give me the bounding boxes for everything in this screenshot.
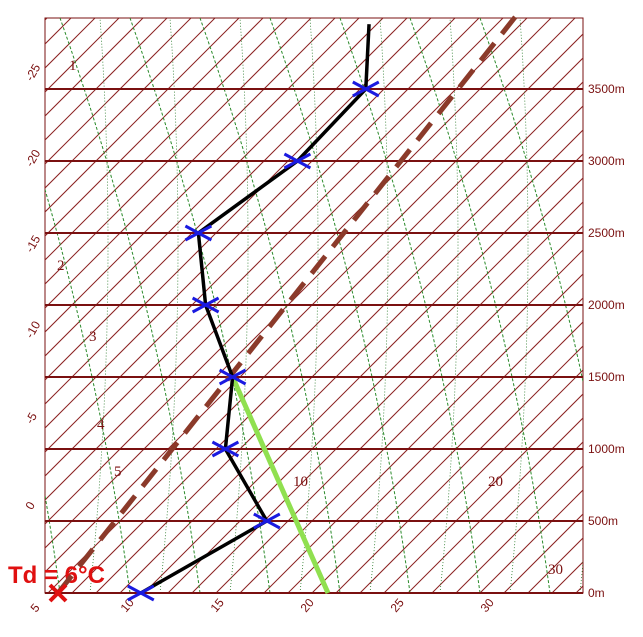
altitude-label: 3500m	[588, 82, 625, 96]
region-label: 5	[114, 464, 122, 480]
hatch-line	[311, 321, 583, 593]
adiabat-curve	[409, 18, 551, 593]
hatch-line	[45, 18, 192, 165]
sounding-point	[352, 80, 380, 98]
temperature-label: 20	[298, 595, 318, 614]
hatch-line	[431, 441, 583, 593]
region-label: 30	[548, 562, 563, 578]
temperature-label: 10	[118, 595, 138, 614]
hatch-line	[45, 18, 216, 189]
temperature-label: 25	[388, 595, 408, 614]
hatch-line	[0, 18, 23, 593]
sounding-point	[127, 584, 155, 602]
adiabat-curve	[199, 18, 341, 593]
hatch-line	[479, 489, 583, 593]
temperature-label: 0	[22, 499, 38, 512]
temperature-label: -10	[22, 318, 43, 340]
hatch-line	[45, 18, 264, 237]
temperature-label: 30	[478, 595, 498, 614]
adiabat-curve	[45, 187, 131, 593]
sounding-point	[218, 368, 247, 386]
region-label: 3	[89, 329, 97, 345]
hatch-line	[45, 18, 240, 213]
region-label: 2	[57, 258, 65, 274]
adiabat-curve	[129, 18, 271, 593]
hatch-line	[359, 369, 583, 593]
altitude-label: 2500m	[588, 226, 625, 240]
region-label: 1	[69, 58, 77, 74]
hatch-line	[45, 18, 312, 285]
hatch-line	[455, 465, 583, 593]
parcel-line	[230, 375, 331, 595]
hatch-line	[383, 393, 583, 593]
sounding-point	[191, 296, 220, 314]
hatch-line	[624, 18, 643, 593]
temperature-label: -5	[22, 410, 40, 427]
dewpoint-marker	[48, 583, 68, 603]
dewpoint-line	[56, 15, 518, 595]
adiabat-curve	[339, 18, 481, 593]
adiabat-curve	[45, 492, 61, 593]
sounding-point	[211, 440, 240, 458]
region-label: 10	[293, 474, 308, 490]
temperature-label: 5	[28, 601, 43, 615]
sounding-point	[184, 224, 213, 242]
altitude-label: 1000m	[588, 442, 625, 456]
hatch-line	[335, 345, 583, 593]
region-label: 4	[97, 417, 105, 433]
altitude-label: 2000m	[588, 298, 625, 312]
temperature-label: -25	[22, 61, 43, 83]
dewpoint-annotation: Td = 6°C	[8, 562, 105, 589]
temperature-label: 15	[208, 595, 228, 614]
altitude-label: 0m	[588, 586, 605, 600]
adiabat-curve	[59, 18, 201, 593]
sounding-point	[283, 152, 312, 170]
temperature-label: -20	[22, 147, 43, 169]
altitude-label: 500m	[588, 514, 618, 528]
hatch-line	[45, 18, 144, 117]
adiabat-curve	[269, 18, 411, 593]
adiabat-curve	[479, 18, 583, 384]
region-label: 20	[488, 474, 503, 490]
hatch-line	[45, 18, 168, 141]
sounding-point	[253, 512, 281, 530]
altitude-label: 1500m	[588, 370, 625, 384]
hatch-line	[45, 18, 288, 261]
altitude-label: 3000m	[588, 154, 625, 168]
hatch-line	[407, 417, 583, 593]
temperature-label: -15	[22, 233, 43, 255]
